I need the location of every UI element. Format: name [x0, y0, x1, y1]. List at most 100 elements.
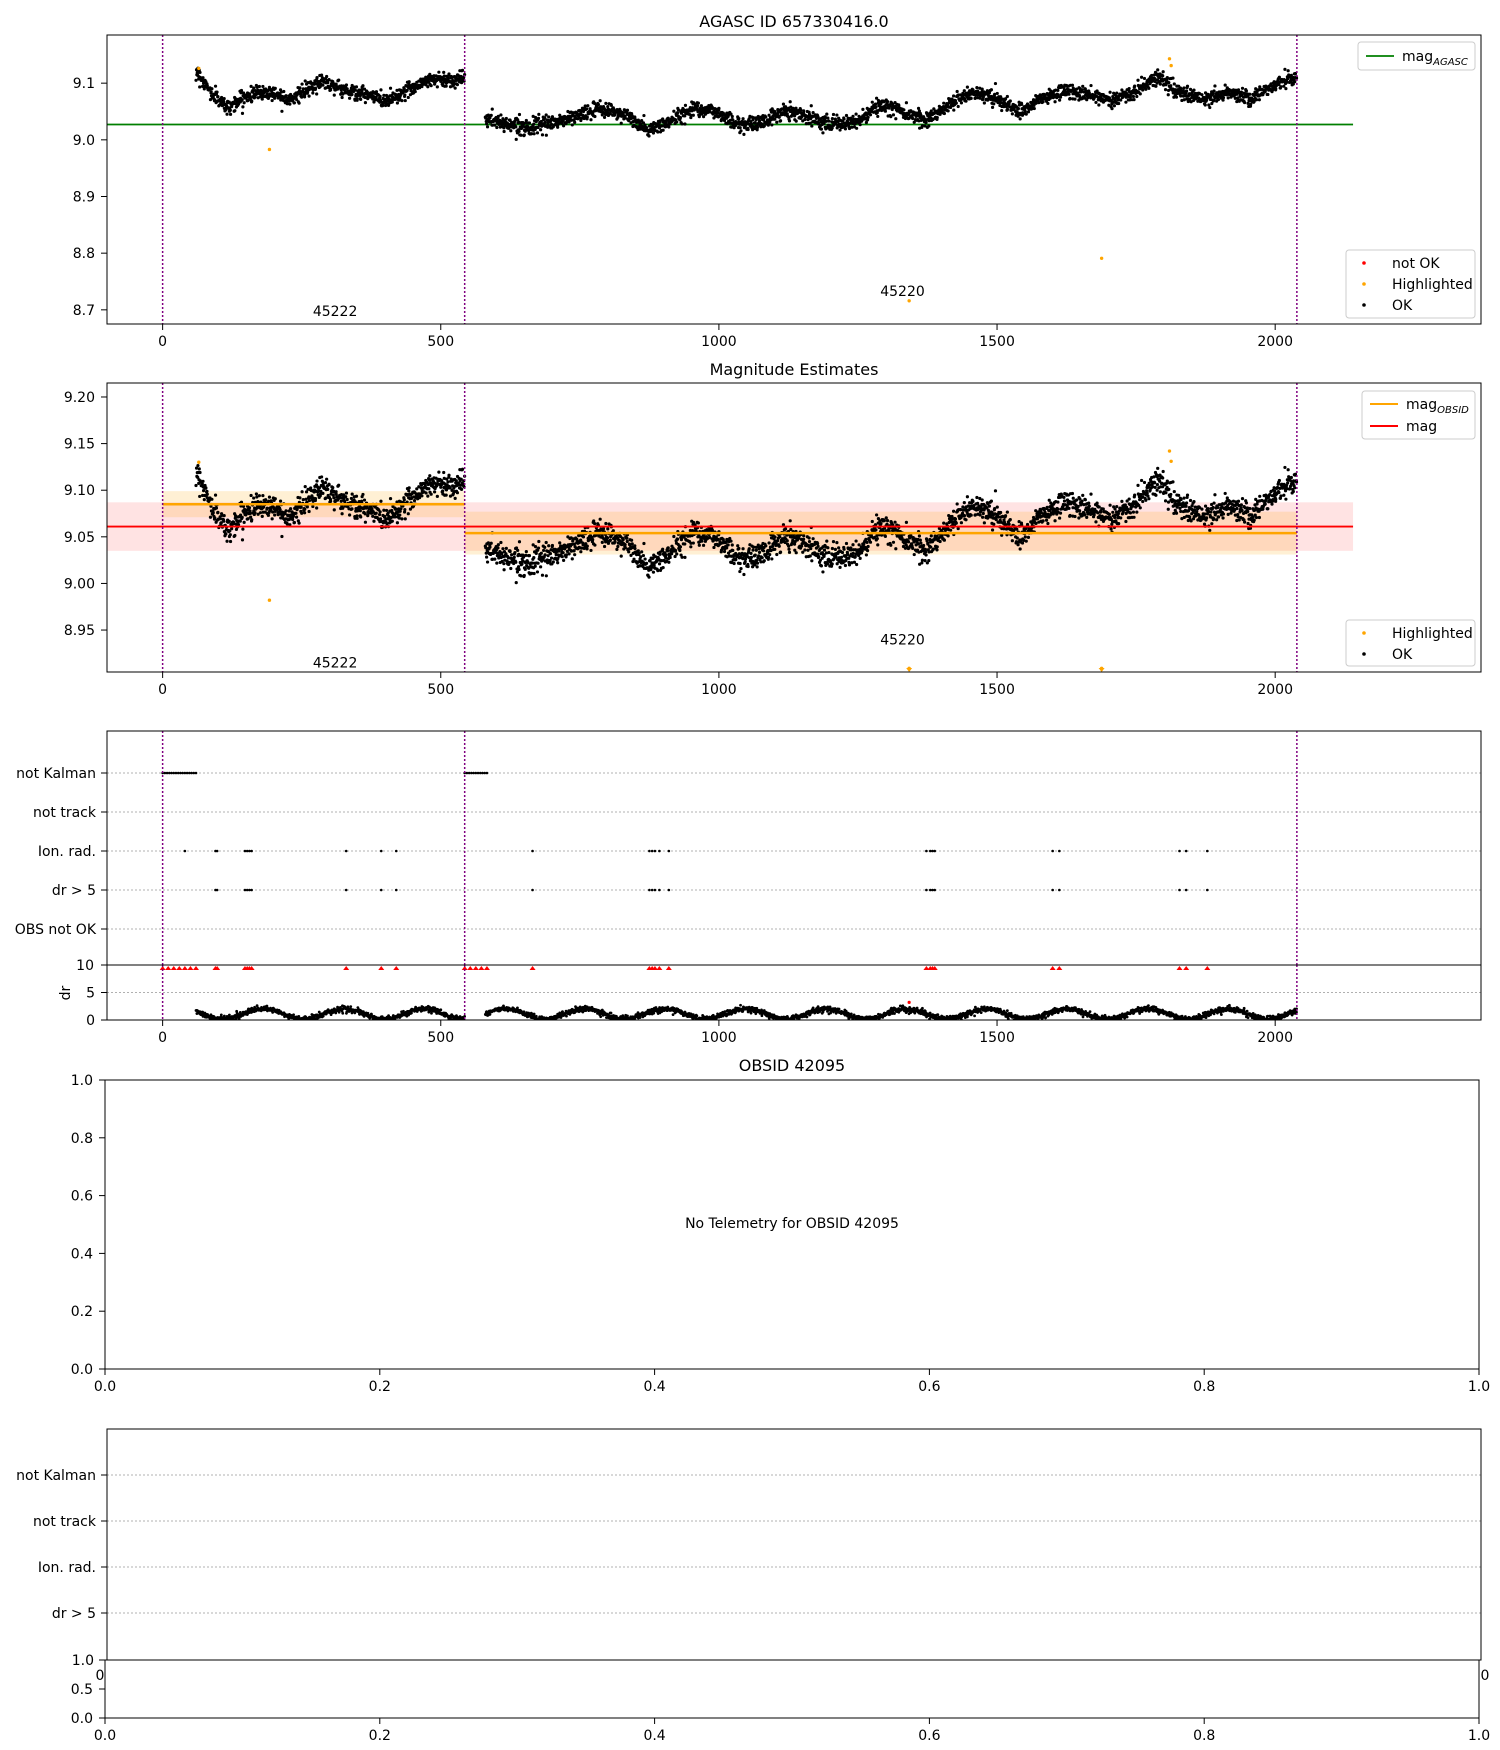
ok-point [844, 541, 849, 546]
ok-point [664, 120, 668, 125]
ok-point [572, 549, 576, 553]
ok-point [205, 492, 209, 496]
ok-point [228, 108, 232, 112]
ok-point [764, 115, 768, 119]
ok-point [196, 463, 200, 468]
ok-point [801, 550, 805, 554]
ok-point [611, 529, 615, 533]
x-tick-label: 500 [427, 334, 454, 350]
ok-point [377, 512, 382, 517]
ok-point [847, 560, 851, 564]
ok-point [551, 560, 555, 564]
ok-point [250, 99, 254, 103]
ok-point [755, 565, 759, 569]
ok-point [952, 108, 956, 112]
ok-point [539, 128, 543, 132]
ok-point [265, 506, 269, 510]
ok-point [532, 571, 536, 576]
ok-point [792, 542, 797, 546]
ok-point [764, 544, 768, 548]
ok-point [379, 517, 383, 521]
ok-point [861, 107, 865, 111]
ok-point [759, 125, 763, 129]
ok-point [847, 126, 852, 131]
ok-point [549, 122, 554, 127]
ok-point [344, 83, 349, 87]
ok-point [485, 122, 489, 126]
ok-point [1002, 105, 1006, 109]
ok-point [360, 89, 364, 93]
ok-point [562, 558, 566, 562]
ok-point [539, 565, 543, 569]
ok-point [621, 111, 625, 115]
ok-point [583, 104, 587, 108]
ok-point [246, 98, 250, 103]
ok-point [661, 128, 665, 132]
ok-point [822, 548, 827, 552]
ok-point [345, 497, 349, 502]
ok-point [643, 123, 647, 127]
ok-point [855, 562, 859, 567]
ok-point [433, 490, 437, 494]
ok-point [839, 555, 844, 559]
ok-point [757, 550, 762, 554]
ok-point [403, 98, 407, 103]
ok-point [1077, 98, 1081, 102]
ok-point [359, 97, 363, 102]
ok-point [835, 562, 839, 566]
ok-point [683, 555, 687, 559]
ok-point [1212, 98, 1216, 103]
ok-point [640, 550, 644, 554]
ok-point [672, 534, 676, 539]
ok-point [777, 115, 781, 119]
ok-point [835, 113, 839, 117]
ok-point [378, 510, 382, 514]
ok-point [1046, 101, 1050, 106]
ok-point [499, 540, 503, 545]
ok-point [248, 511, 252, 515]
ok-point [1128, 95, 1133, 99]
ok-point [428, 474, 432, 478]
ok-point [446, 480, 450, 484]
ok-point [399, 507, 403, 511]
ok-point [809, 104, 813, 108]
ok-point [252, 86, 256, 90]
ok-point [319, 489, 323, 493]
ok-point [219, 521, 223, 525]
ok-point [302, 511, 307, 515]
ok-point [917, 109, 922, 113]
ok-point [250, 518, 254, 522]
ok-point [865, 549, 870, 553]
ok-point [838, 128, 842, 132]
ok-point [324, 86, 328, 90]
ok-point [816, 544, 820, 548]
ok-point [749, 555, 754, 559]
ok-point [1081, 84, 1085, 88]
ok-point [535, 570, 540, 574]
ok-point [630, 542, 634, 546]
ok-point [1067, 92, 1071, 96]
ok-point [408, 507, 413, 511]
ok-point [876, 114, 880, 119]
ok-point [870, 100, 874, 104]
ok-point [730, 543, 734, 547]
ok-point [725, 546, 729, 550]
ok-point [775, 120, 779, 124]
ok-point [519, 133, 523, 137]
ok-point [561, 551, 565, 555]
highlighted-point [1169, 63, 1173, 68]
ok-point [384, 508, 389, 513]
ok-point [493, 557, 497, 561]
ok-point [502, 129, 506, 134]
ok-point [283, 511, 287, 516]
ok-point [292, 520, 296, 525]
ok-point [513, 551, 517, 555]
ok-point [942, 111, 946, 116]
ok-point [806, 548, 810, 552]
ok-point [305, 505, 309, 509]
ok-point [885, 100, 890, 104]
ok-point [580, 546, 584, 550]
ok-point [284, 94, 288, 98]
ok-point [395, 88, 399, 92]
ok-point [593, 521, 597, 526]
